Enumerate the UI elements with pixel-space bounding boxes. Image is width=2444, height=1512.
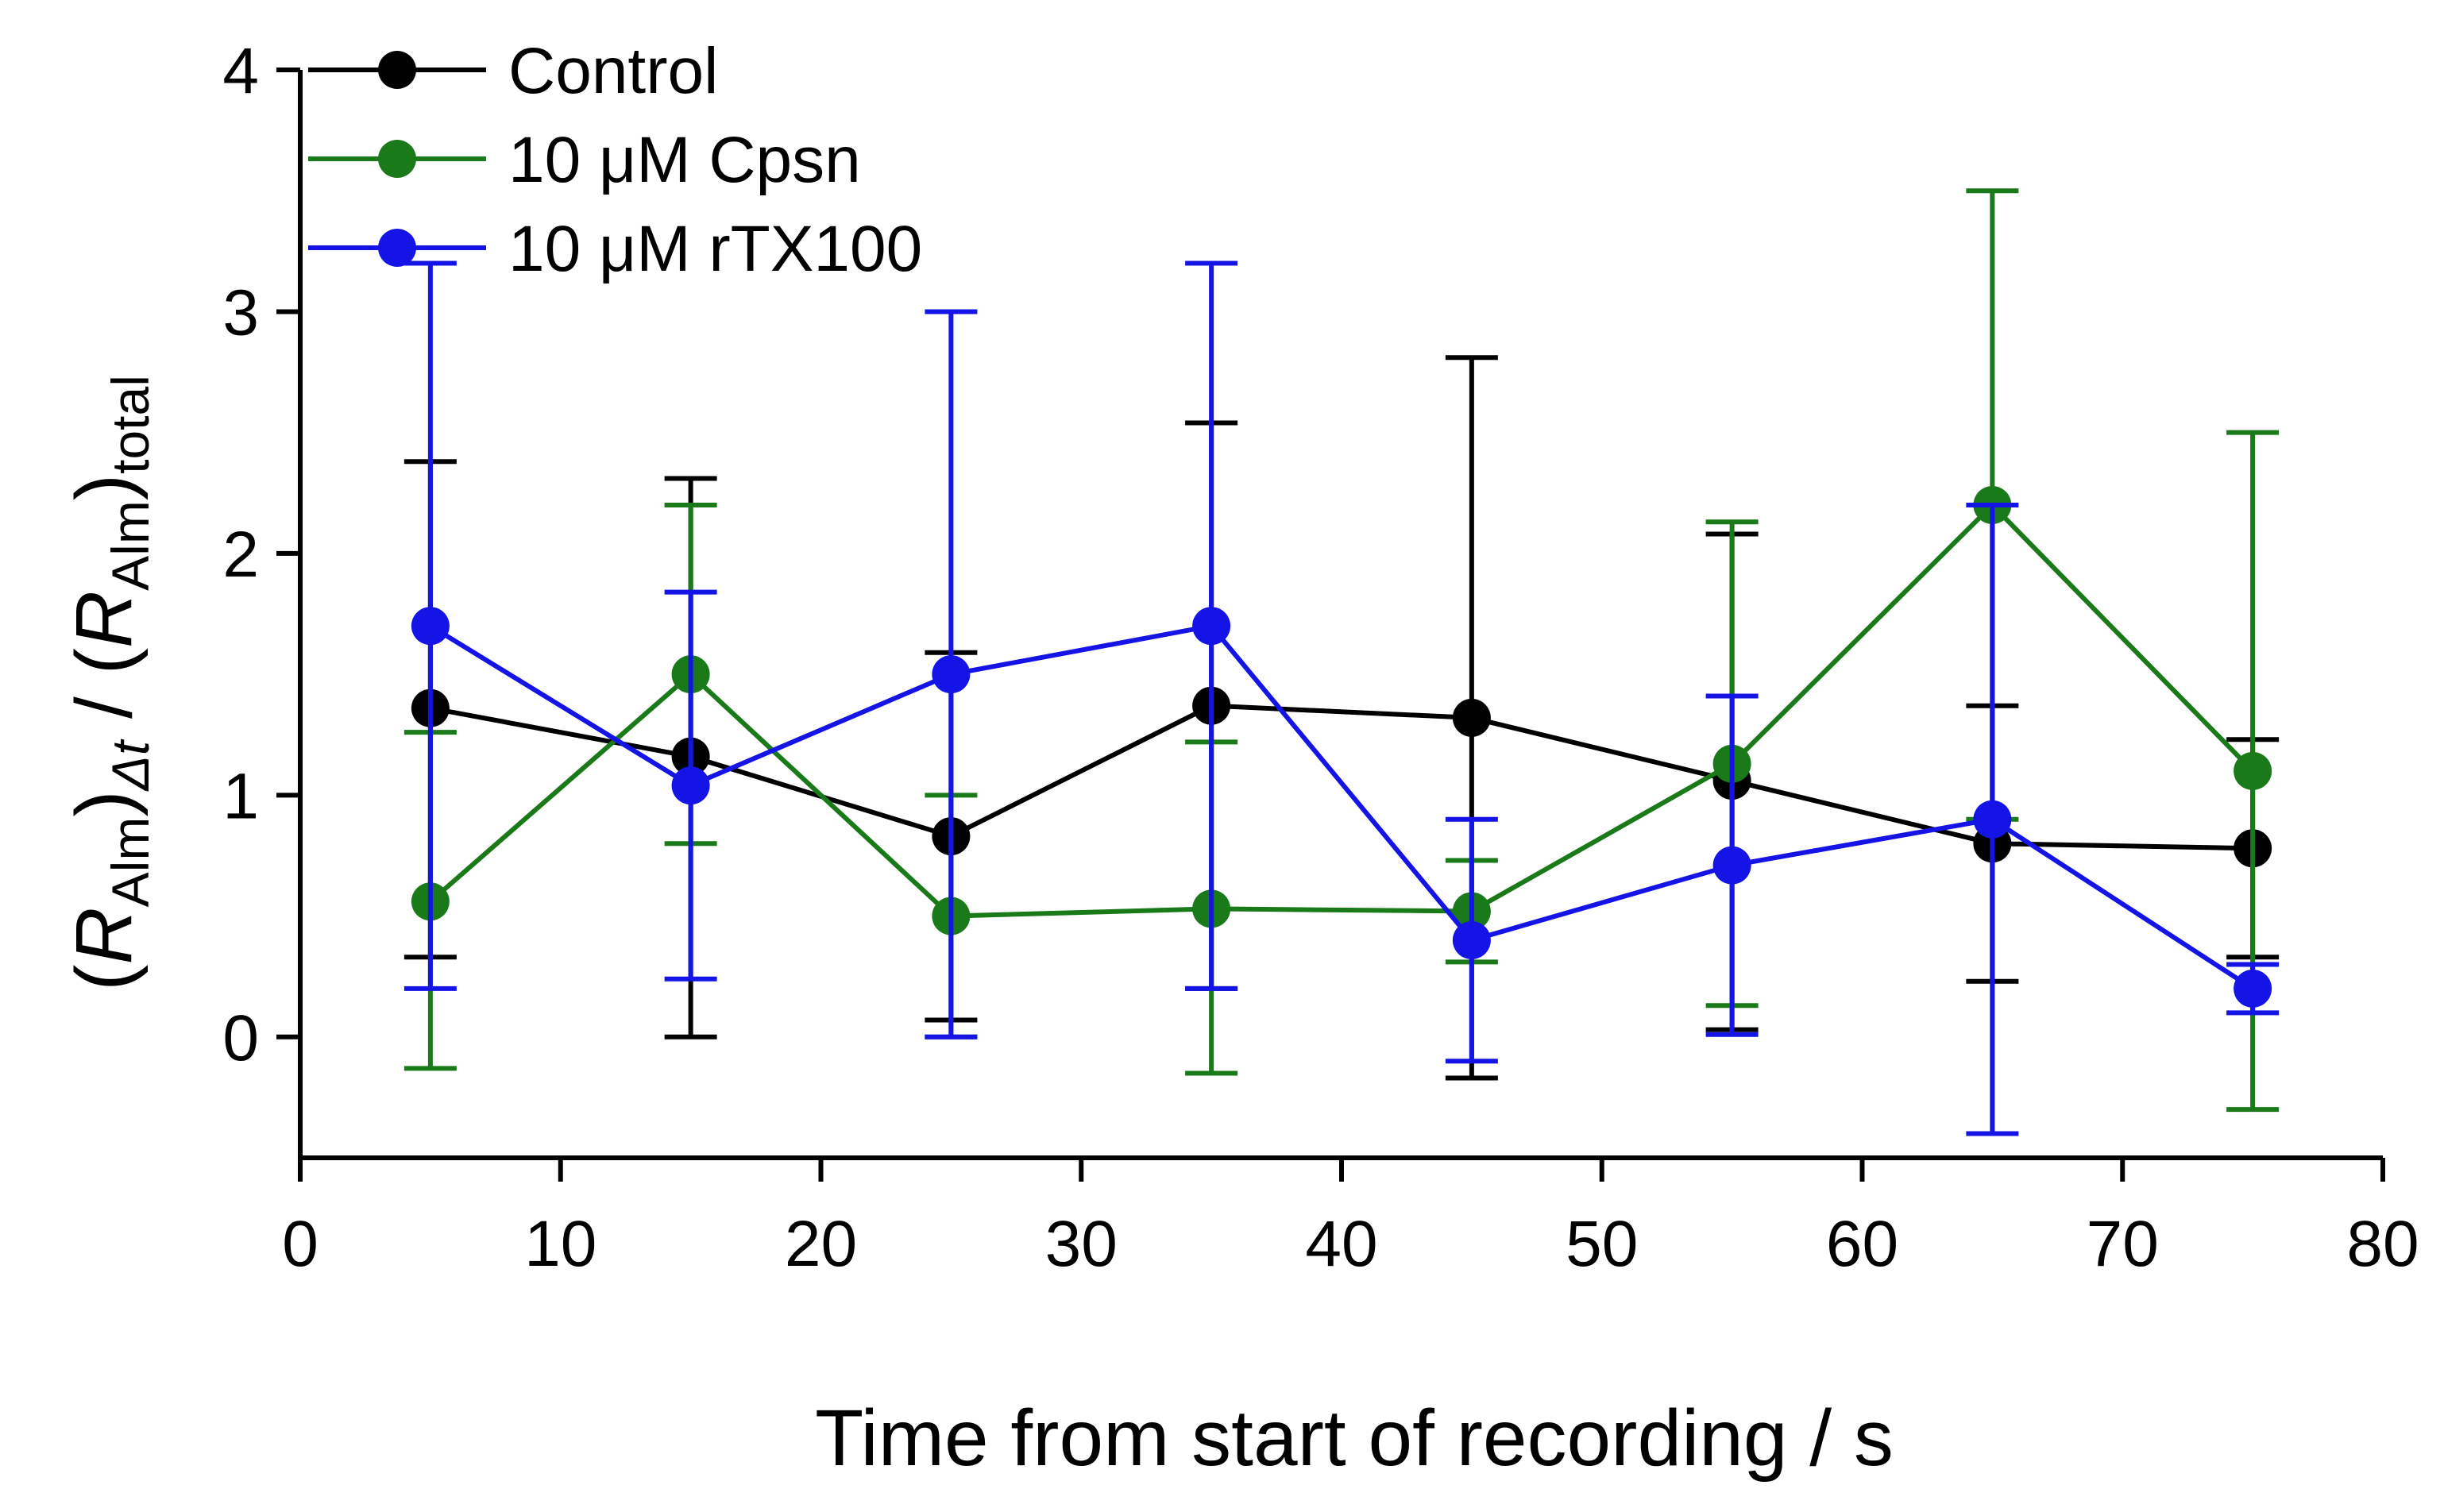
series-line (429, 623, 2254, 991)
legend-label: 10 μM rTX100 (508, 213, 922, 285)
legend-item: Control (308, 35, 718, 107)
data-point (1452, 921, 1491, 959)
y-tick-label: 3 (222, 276, 259, 349)
y-tick-label: 0 (222, 1002, 259, 1074)
data-point (1192, 607, 1231, 646)
data-point (1452, 698, 1491, 737)
series-2 (403, 188, 2280, 1113)
legend-item: 10 μM Cpsn (308, 124, 861, 196)
y-tick-label: 1 (222, 760, 259, 832)
data-point (671, 766, 710, 805)
axes: 0 10 20 30 40 50 60 70 80 0 1 2 3 4 (222, 35, 2419, 1280)
x-axis-title: Time from start of recording / s (815, 1394, 1894, 1483)
x-tick-label: 50 (1566, 1208, 1638, 1280)
legend-swatch-marker (378, 51, 416, 89)
legend-label: Control (508, 35, 718, 107)
data-point (932, 655, 971, 694)
series-1 (403, 355, 2280, 1081)
x-tick-label: 0 (282, 1208, 319, 1280)
legend-swatch-marker (378, 140, 416, 178)
legend-swatch-marker (378, 229, 416, 267)
series-line (430, 703, 2253, 851)
legend-label: 10 μM Cpsn (508, 124, 861, 196)
x-tick-label: 40 (1305, 1208, 1377, 1280)
data-point (1712, 846, 1751, 885)
y-tick-label: 2 (222, 519, 259, 591)
x-tick-label: 70 (2087, 1208, 2159, 1280)
x-tick-label: 60 (1826, 1208, 1898, 1280)
data-point (2234, 751, 2272, 790)
y-tick-label: 4 (222, 35, 259, 107)
x-tick-label: 80 (2346, 1208, 2419, 1280)
series-line (428, 501, 2255, 919)
data-point (411, 607, 450, 646)
data-point (1973, 800, 2012, 839)
legend-item: 10 μM rTX100 (308, 213, 922, 285)
x-tick-label: 20 (785, 1208, 857, 1280)
y-axis-title: (RAlm)Δt / (RAlm)total (60, 375, 160, 991)
series-3 (403, 260, 2280, 1136)
legend: Control 10 μM Cpsn 10 μM rTX100 (308, 35, 922, 285)
data-point (2234, 969, 2272, 1008)
x-tick-label: 10 (524, 1208, 597, 1280)
x-tick-label: 30 (1045, 1208, 1118, 1280)
series-layer (403, 188, 2280, 1136)
svg-text:(RAlm)Δt / (RAlm)total: (RAlm)Δt / (RAlm)total (60, 375, 160, 991)
